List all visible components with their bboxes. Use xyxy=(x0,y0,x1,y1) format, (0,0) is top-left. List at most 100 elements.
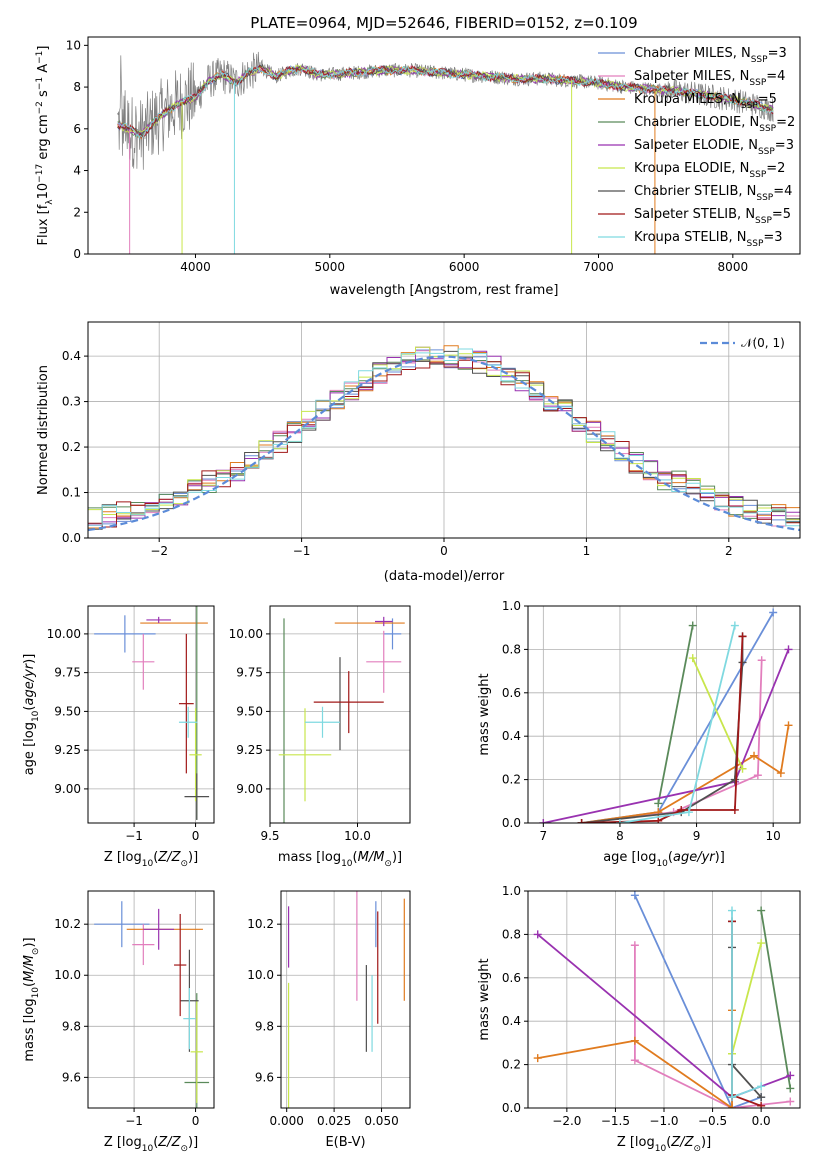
y-tick-label: 10.2 xyxy=(54,917,81,931)
x-tick-label: 2 xyxy=(725,544,733,558)
x-tick-label: 6000 xyxy=(449,260,480,274)
axes-frame xyxy=(87,890,215,1109)
weight-marker xyxy=(533,1054,542,1063)
weight-marker xyxy=(786,1097,795,1106)
axes-frame xyxy=(280,890,411,1109)
weight-line-kroupa-elodie xyxy=(691,657,744,770)
y-tick-label: 0.4 xyxy=(62,349,81,363)
axes-mass-vs-Z: −1 0 9.6 9.8 10.0 10.2 Z [log10(Z/Z⊙)] mass [lo… xyxy=(22,890,215,1154)
plot-area xyxy=(94,901,210,1108)
legend-entry: Kroupa MILES, NSSP=5 xyxy=(634,92,777,111)
axes-spectrum: 4000 5000 6000 7000 8000 0 2 4 6 8 10 wavelength [A… xyxy=(35,36,801,298)
y-tick-label: 6 xyxy=(73,122,81,136)
plot-area xyxy=(278,616,405,823)
weight-marker xyxy=(730,621,739,630)
y-tick-label: 9.6 xyxy=(62,1070,81,1084)
y-tick-label: 9.00 xyxy=(54,782,81,796)
x-axis-label: mass [log10(M/M⊙)] xyxy=(278,850,402,869)
x-tick-label: −2.0 xyxy=(552,1114,581,1128)
plot-area xyxy=(539,608,793,823)
weight-line-chabrier-elodie xyxy=(760,910,792,1089)
x-tick-label: 9 xyxy=(693,829,701,843)
x-tick-label: 7 xyxy=(540,829,548,843)
x-tick-label: 7000 xyxy=(583,260,614,274)
weight-marker xyxy=(750,751,759,760)
legend-entry: Kroupa ELODIE, NSSP=2 xyxy=(634,161,785,180)
weight-line-salpeter-stelib xyxy=(581,636,744,823)
weight-marker xyxy=(784,721,793,730)
x-tick-label: 5000 xyxy=(315,260,346,274)
weight-marker xyxy=(533,930,542,939)
weight-marker xyxy=(738,632,747,641)
x-tick-label: 0 xyxy=(192,1114,200,1128)
y-tick-label: 0.2 xyxy=(502,1058,521,1072)
weight-marker xyxy=(757,1093,766,1102)
y-tick-label: 0.6 xyxy=(502,971,521,985)
weight-marker xyxy=(738,764,747,773)
y-tick-label: 0.0 xyxy=(502,1101,521,1115)
y-tick-label: 0.8 xyxy=(502,642,521,656)
plot-area xyxy=(287,891,405,1108)
y-tick-label: 1.0 xyxy=(502,884,521,898)
weight-marker xyxy=(728,1093,736,1102)
axes-mass-vs-ebv: 0.000 0.025 0.050 9.6 9.8 10.0 10.2 E(B-V) xyxy=(247,890,411,1150)
weight-line-kroupa-elodie xyxy=(731,942,762,1055)
weight-line-chabrier-miles xyxy=(634,894,762,1108)
weight-line-chabrier-stelib xyxy=(731,921,762,1098)
axes-age-vs-Z: −1 0 9.00 9.25 9.50 9.75 10.00 Z [log10(Z/Z⊙)] a… xyxy=(22,605,215,869)
x-tick-label: 0.0 xyxy=(752,1114,771,1128)
y-tick-label: 0.0 xyxy=(502,816,521,830)
plot-area xyxy=(94,606,210,820)
y-tick-label: 0.1 xyxy=(62,486,81,500)
weight-marker xyxy=(753,771,762,780)
y-tick-label: 10.2 xyxy=(247,917,274,931)
model-line-kroupa-stelib xyxy=(117,65,774,140)
weight-marker xyxy=(688,621,697,630)
weight-line-salpeter-stelib xyxy=(731,921,762,1107)
y-tick-label: 0.8 xyxy=(502,927,521,941)
legend-entry: Chabrier ELODIE, NSSP=2 xyxy=(634,115,795,134)
y-axis-label: mass weight xyxy=(477,958,492,1040)
histogram-salpeter-stelib xyxy=(88,359,800,528)
weight-marker xyxy=(738,658,747,667)
weight-marker xyxy=(630,941,639,950)
axes-age-vs-mass: 9.5 10.0 9.00 9.25 9.50 9.75 10.00 mass [log10(… xyxy=(229,605,411,869)
y-tick-label: 0.3 xyxy=(62,395,81,409)
weight-marker xyxy=(615,819,624,823)
weight-marker xyxy=(654,799,663,808)
weight-marker xyxy=(688,654,697,663)
y-axis-label: mass [log10(M/M⊙)] xyxy=(22,937,41,1061)
weight-marker xyxy=(786,1071,795,1080)
y-tick-label: 10.0 xyxy=(54,968,81,982)
weight-marker xyxy=(728,1104,736,1108)
x-axis-label: E(B-V) xyxy=(325,1135,365,1150)
x-tick-label: 0.000 xyxy=(270,1114,304,1128)
x-tick-label: −1 xyxy=(293,544,311,558)
weight-line-chabrier-elodie xyxy=(657,625,694,804)
y-tick-label: 9.75 xyxy=(54,666,81,680)
weight-marker xyxy=(757,1101,766,1108)
x-tick-label: 4000 xyxy=(180,260,211,274)
weight-marker xyxy=(757,656,766,665)
weight-line-chabrier-miles xyxy=(581,612,774,823)
y-axis-label: mass weight xyxy=(477,673,492,755)
x-tick-label: 10 xyxy=(766,829,781,843)
axes-frame xyxy=(87,605,215,824)
weight-marker xyxy=(757,939,766,948)
weight-marker xyxy=(730,805,739,814)
legend-entry: Salpeter STELIB, NSSP=5 xyxy=(634,207,791,226)
y-tick-label: 10 xyxy=(66,38,81,52)
weight-marker xyxy=(728,906,736,915)
y-axis-label: age [log10(age/yr)] xyxy=(22,654,41,776)
weight-marker xyxy=(730,775,739,784)
legend-entry: 𝒩(0, 1) xyxy=(741,336,785,350)
y-tick-label: 8 xyxy=(73,80,81,94)
data-spectrum-line xyxy=(117,51,774,170)
y-tick-label: 9.25 xyxy=(236,743,263,757)
x-tick-label: 0 xyxy=(440,544,448,558)
x-tick-label: −1.0 xyxy=(649,1114,678,1128)
gaussian-reference-curve xyxy=(88,355,800,532)
x-tick-label: 8000 xyxy=(718,260,749,274)
y-tick-label: 0.6 xyxy=(502,686,521,700)
